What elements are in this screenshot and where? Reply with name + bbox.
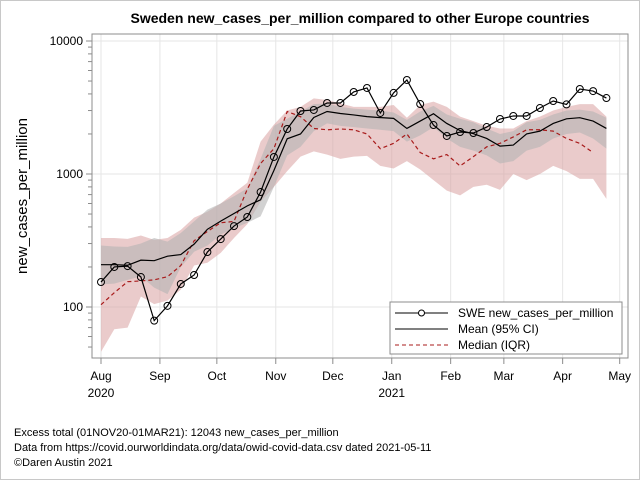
iqr-band	[101, 98, 607, 352]
x-tick-label: Dec	[322, 369, 343, 383]
swe-data-point	[176, 279, 185, 288]
swe-data-point	[323, 98, 332, 107]
x-tick-label: Apr	[553, 369, 572, 383]
swe-data-point	[296, 106, 305, 115]
swe-data-point	[496, 115, 504, 124]
swe-data-point	[509, 111, 518, 120]
swe-data-point	[123, 262, 132, 271]
swe-data-point	[456, 128, 465, 137]
median-line	[100, 110, 594, 306]
bands	[101, 98, 607, 352]
swe-data-point	[243, 212, 252, 221]
x-tick-label: Sep	[149, 369, 171, 383]
swe-data-point	[256, 188, 265, 197]
legend-label: Mean (95% CI)	[458, 322, 539, 336]
swe-data-point	[216, 235, 225, 244]
ci-band	[101, 103, 607, 295]
footer-data-source: Data from https://covid.ourworldindata.o…	[14, 442, 432, 454]
x-tick-label: Aug	[90, 369, 111, 383]
swe-data-point	[349, 87, 358, 96]
footer-copyright: ©Daren Austin 2021	[14, 457, 113, 469]
swe-data-point	[522, 111, 531, 120]
legend-label: SWE new_cases_per_million	[458, 306, 613, 320]
x-tick-year-label: 2021	[378, 386, 405, 400]
swe-data-point	[150, 316, 159, 325]
footer-notes: Excess total (01NOV20-01MAR21): 12043 ne…	[14, 426, 431, 471]
x-tick-label: Jan	[382, 369, 401, 383]
swe-data-point	[269, 152, 278, 161]
legend-label: Median (IQR)	[458, 338, 530, 352]
swe-data-point	[230, 222, 238, 231]
plot-area-border	[91, 33, 629, 359]
x-tick-label: Oct	[208, 369, 227, 383]
swe-data-point	[602, 94, 611, 103]
swe-data-point	[469, 128, 478, 137]
legend-box	[389, 301, 623, 355]
swe-data-point	[376, 108, 385, 117]
swe-data-point	[535, 104, 544, 113]
legend: SWE new_cases_per_million Mean (95% CI) Me…	[389, 301, 623, 355]
swe-data-point	[589, 87, 598, 96]
mean-line	[101, 110, 607, 266]
swe-data-point	[402, 75, 411, 84]
y-axis-label: new_cases_per_million	[14, 118, 31, 274]
swe-data-point	[336, 98, 345, 107]
y-tick-label: 1000	[56, 167, 83, 181]
swe-data-point	[429, 121, 438, 130]
swe-data-point	[136, 273, 145, 282]
swe-data-point	[389, 88, 398, 97]
swe-line	[100, 78, 607, 322]
swe-data-point	[575, 85, 584, 94]
axes: Aug 2020 Sep Oct Nov Dec Jan 2021 Feb Mar Apr May 10…	[50, 34, 631, 400]
legend-swe-marker	[418, 309, 425, 317]
swe-data-point	[203, 248, 212, 257]
swe-data-point	[309, 105, 318, 114]
x-tick-label: Mar	[494, 369, 515, 383]
chart-title: Sweden new_cases_per_million compared to…	[130, 10, 590, 26]
series-lines	[97, 75, 611, 325]
y-tick-label: 100	[63, 300, 83, 314]
x-tick-year-label: 2020	[88, 386, 115, 400]
swe-data-point	[416, 100, 425, 109]
x-tick-label: May	[608, 369, 631, 383]
x-tick-label: Feb	[440, 369, 461, 383]
swe-data-point	[549, 97, 558, 106]
swe-data-point	[442, 131, 451, 140]
swe-data-point	[562, 100, 571, 109]
x-tick-label: Nov	[265, 369, 286, 383]
swe-data-point	[363, 83, 371, 92]
swe-data-point	[163, 301, 172, 310]
swe-data-point	[97, 278, 105, 287]
swe-data-point	[283, 124, 292, 133]
y-tick-label: 10000	[50, 34, 84, 48]
swe-data-point	[190, 271, 199, 280]
footer-excess-total: Excess total (01NOV20-01MAR21): 12043 ne…	[14, 427, 339, 439]
swe-data-point	[482, 123, 491, 132]
swe-data-point	[110, 262, 119, 271]
